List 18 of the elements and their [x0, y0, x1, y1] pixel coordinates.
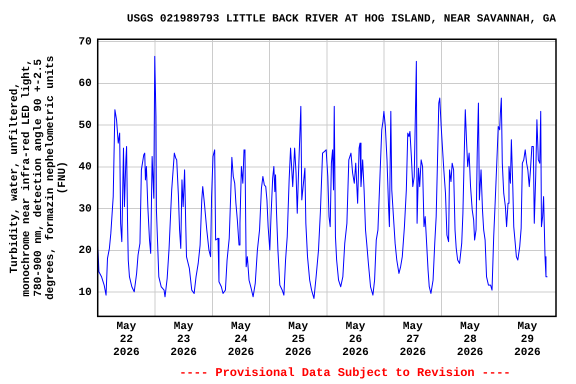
x-tick-label: May 27 2026 [400, 320, 426, 360]
x-tick-label: May 22 2026 [113, 320, 140, 360]
x-tick-label: May 23 2026 [170, 320, 197, 360]
y-tick-label: 30 [78, 203, 92, 216]
x-tick-label: May 26 2026 [342, 320, 369, 360]
y-tick-label: 70 [78, 36, 92, 48]
y-tick-label: 50 [78, 120, 92, 132]
y-tick-label: 20 [78, 245, 92, 258]
y-tick-label: 10 [78, 286, 92, 299]
x-tick-label: May 24 2026 [228, 320, 254, 360]
x-tick-label: May 25 2026 [285, 320, 312, 360]
y-tick-label: 40 [78, 162, 92, 174]
text: ---- Provisional Data Subject to Revision ---- [178, 366, 512, 380]
x-tick-label: May 28 2026 [456, 320, 484, 360]
y-axis-title: Turbidity, water, unfiltered, monochrome near infra-red LED light, 780-900 nm, detection angle 90 +-2.5 degrees, formazin nephelometric units (FNU) [8, 56, 70, 300]
chart-title: USGS 021989793 LITTLE BACK RIVER AT HOG ISLAND, NEAR SAVANNAH, GA [126, 13, 556, 26]
y-tick-label: 60 [78, 78, 92, 90]
x-tick-label: May 29 2026 [514, 320, 541, 360]
